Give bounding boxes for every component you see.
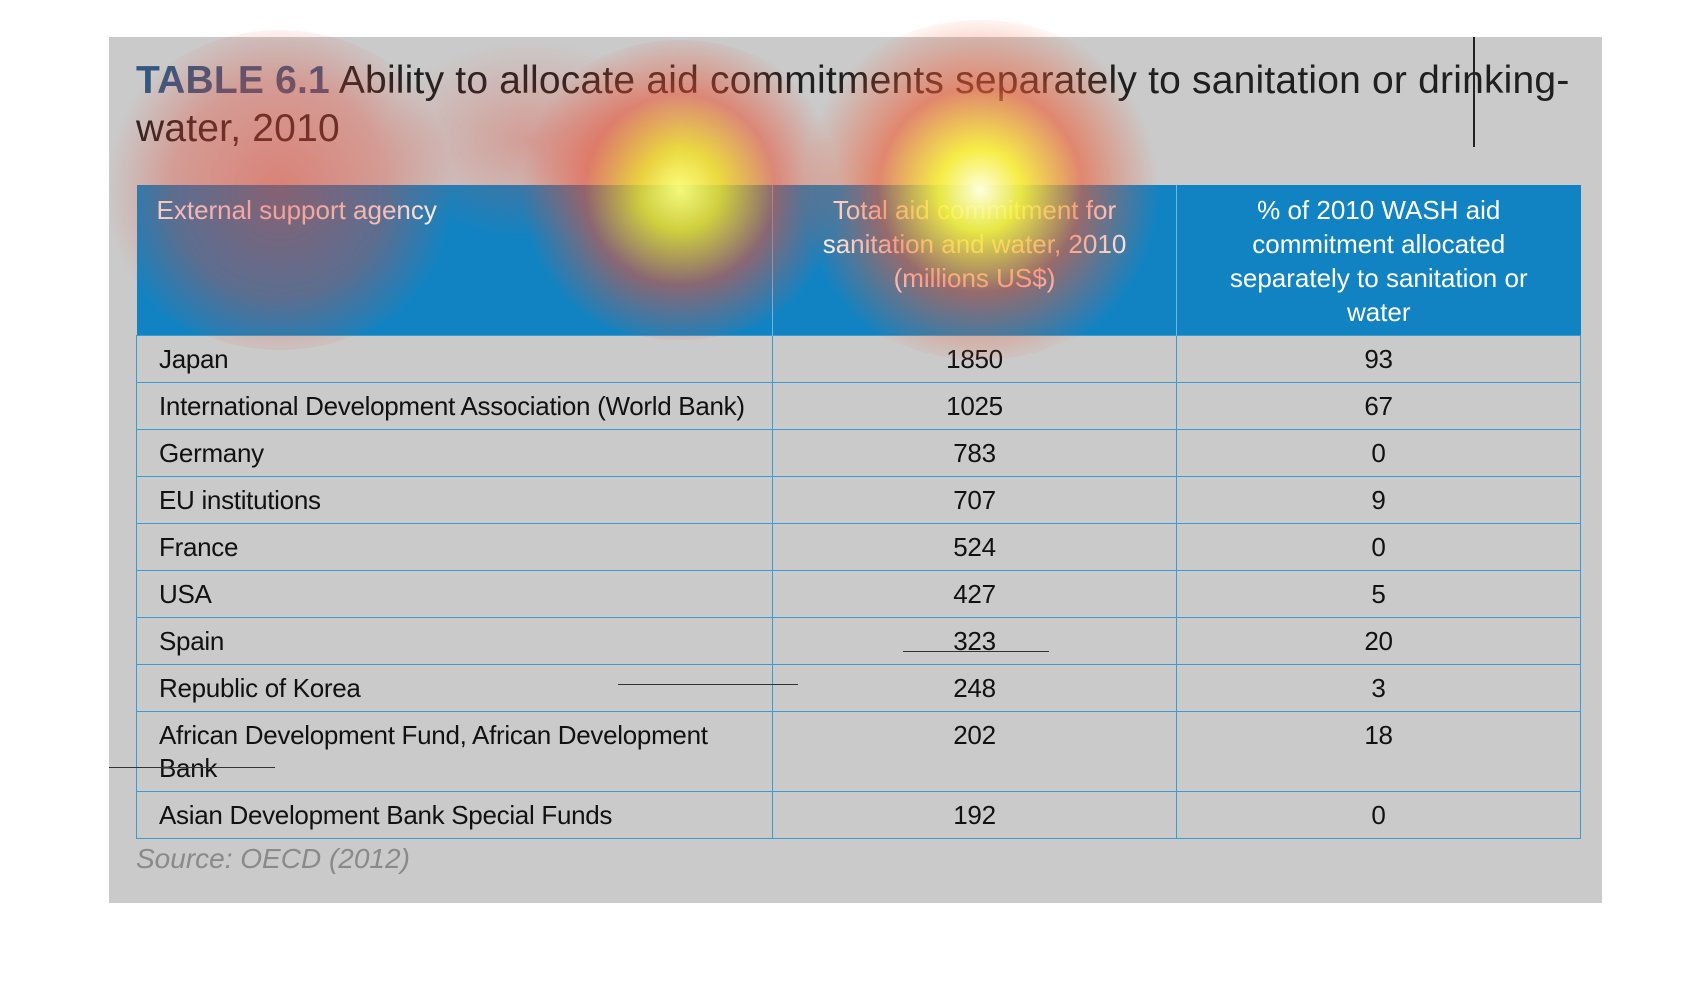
total-cell: 248 [772, 664, 1177, 712]
table-figure-panel: TABLE 6.1 Ability to allocate aid commit… [109, 37, 1602, 903]
source-note: Source: OECD (2012) [136, 843, 410, 874]
percent-cell: 93 [1176, 335, 1581, 383]
table-row: International Development Association (W… [136, 382, 1581, 430]
agency-cell: Asian Development Bank Special Funds [136, 791, 773, 839]
table-row: Republic of Korea 248 3 [136, 664, 1581, 712]
percent-cell: 0 [1176, 791, 1581, 839]
total-cell: 323 [772, 617, 1177, 665]
total-cell: 524 [772, 523, 1177, 571]
percent-cell: 5 [1176, 570, 1581, 618]
header-agency: External support agency [136, 185, 773, 336]
table-row: Japan 1850 93 [136, 335, 1581, 383]
agency-cell: USA [136, 570, 773, 618]
table-row: EU institutions 707 9 [136, 476, 1581, 524]
percent-cell: 3 [1176, 664, 1581, 712]
total-cell: 783 [772, 429, 1177, 477]
total-cell: 427 [772, 570, 1177, 618]
table-title-text: Ability to allocate aid commitments sepa… [136, 59, 1570, 150]
table-row: African Development Fund, African Develo… [136, 711, 1581, 792]
agency-cell: Republic of Korea [136, 664, 773, 712]
total-cell: 192 [772, 791, 1177, 839]
aid-commitment-table: External support agency Total aid commit… [136, 185, 1581, 839]
agency-cell: International Development Association (W… [136, 382, 773, 430]
percent-cell: 9 [1176, 476, 1581, 524]
agency-cell: African Development Fund, African Develo… [136, 711, 773, 792]
total-cell: 1850 [772, 335, 1177, 383]
table-row: Spain 323 20 [136, 617, 1581, 665]
stray-line [618, 684, 798, 685]
total-cell: 1025 [772, 382, 1177, 430]
table-row: USA 427 5 [136, 570, 1581, 618]
percent-cell: 20 [1176, 617, 1581, 665]
table-title: TABLE 6.1 Ability to allocate aid commit… [136, 57, 1586, 153]
percent-cell: 18 [1176, 711, 1581, 792]
agency-cell: Spain [136, 617, 773, 665]
agency-cell: Japan [136, 335, 773, 383]
header-percent-allocated: % of 2010 WASH aid commitment allocated … [1176, 185, 1581, 336]
percent-cell: 0 [1176, 429, 1581, 477]
total-cell: 202 [772, 711, 1177, 792]
table-row: Asian Development Bank Special Funds 192… [136, 791, 1581, 839]
text-cursor [1473, 37, 1475, 147]
table-row: Germany 783 0 [136, 429, 1581, 477]
percent-cell: 67 [1176, 382, 1581, 430]
table-row: France 524 0 [136, 523, 1581, 571]
agency-cell: France [136, 523, 773, 571]
table-number-label: TABLE 6.1 [136, 59, 330, 102]
stray-line [903, 651, 1049, 652]
header-total-commitment: Total aid commitment for sanitation and … [772, 185, 1177, 336]
agency-cell: EU institutions [136, 476, 773, 524]
percent-cell: 0 [1176, 523, 1581, 571]
agency-cell: Germany [136, 429, 773, 477]
table-header-row: External support agency Total aid commit… [136, 185, 1581, 336]
stray-line [109, 767, 275, 768]
total-cell: 707 [772, 476, 1177, 524]
